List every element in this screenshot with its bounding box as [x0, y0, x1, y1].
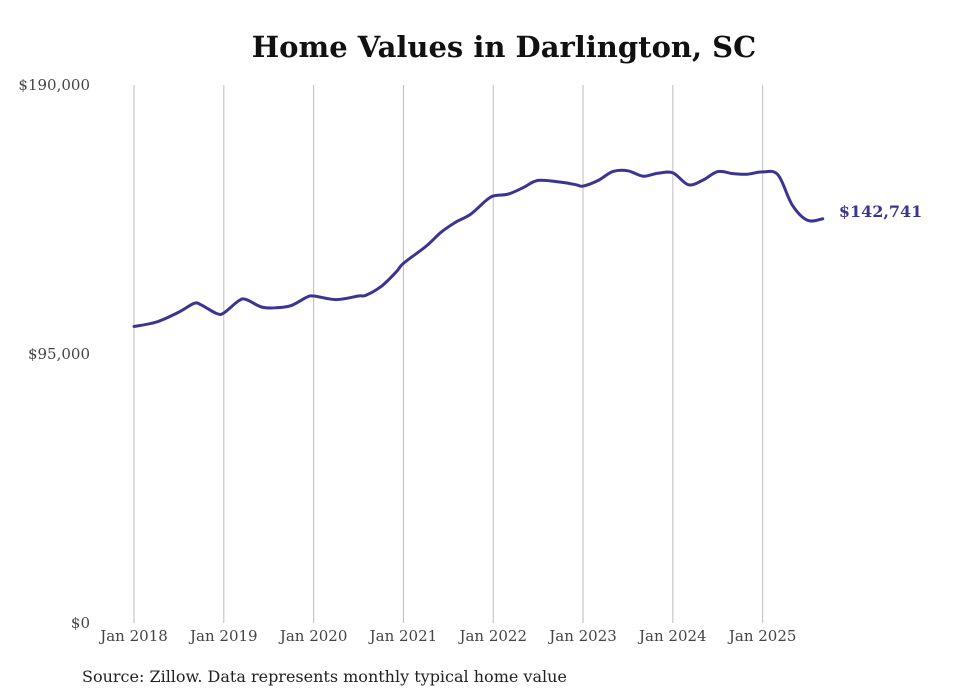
y-axis: $0 $95,000 $190,000	[18, 76, 90, 632]
x-tick-label: Jan 2018	[98, 627, 168, 645]
x-tick-label: Jan 2021	[368, 627, 438, 645]
y-tick-label: $0	[71, 614, 90, 632]
chart-title: Home Values in Darlington, SC	[251, 30, 757, 64]
x-tick-label: Jan 2023	[547, 627, 617, 645]
x-tick-label: Jan 2025	[727, 627, 797, 645]
x-tick-label: Jan 2019	[188, 627, 258, 645]
source-note: Source: Zillow. Data represents monthly …	[82, 667, 567, 686]
grid-lines	[133, 85, 764, 623]
series: $142,741	[132, 168, 923, 328]
x-tick-label: Jan 2020	[278, 627, 348, 645]
x-tick-label: Jan 2024	[637, 627, 707, 645]
end-value-label: $142,741	[839, 202, 923, 221]
x-axis: Jan 2018 Jan 2019 Jan 2020 Jan 2021 Jan 2022…	[98, 627, 796, 645]
y-tick-label: $95,000	[28, 345, 90, 363]
series-line	[132, 168, 825, 328]
y-tick-label: $190,000	[18, 76, 90, 94]
x-tick-label: Jan 2022	[457, 627, 527, 645]
